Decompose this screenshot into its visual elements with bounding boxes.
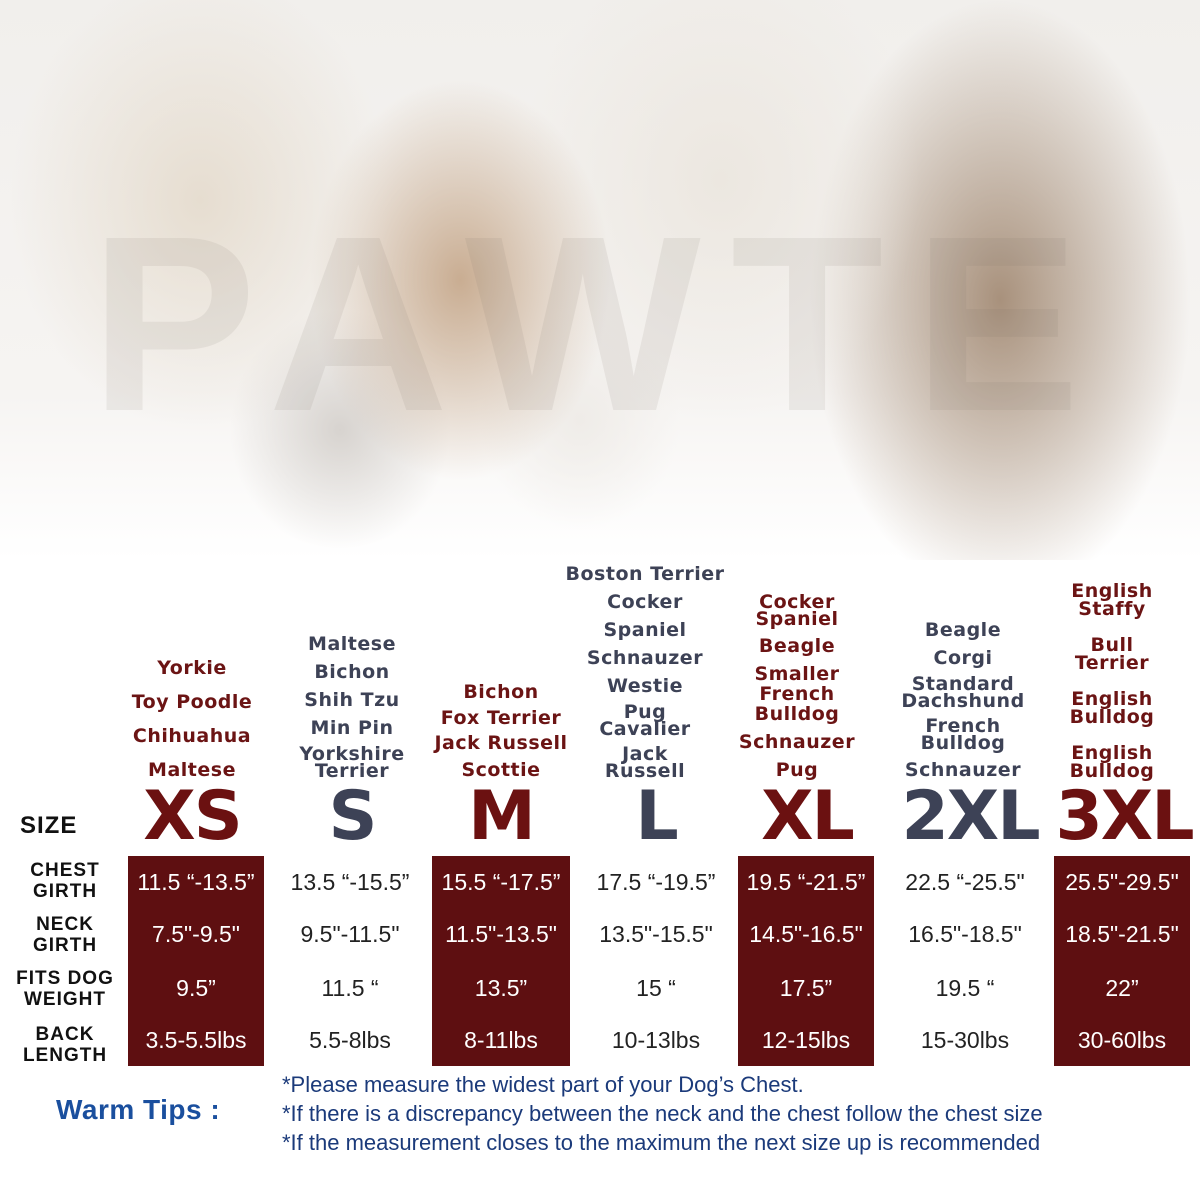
breed-name: Chihuahua: [132, 725, 252, 747]
breed-name: Toy Poodle: [131, 691, 253, 713]
breed-name: Schnauzer: [586, 647, 704, 669]
cell-m-neck: 11.5"-13.5": [445, 921, 557, 947]
cell-xs-back: 3.5-5.5lbs: [145, 1027, 247, 1053]
row-label-back-length: BACK LENGTH: [22, 1024, 108, 1066]
cell-2xl-back: 15-30lbs: [920, 1027, 1010, 1053]
breed-name: Fox Terrier: [440, 707, 562, 729]
cell-xs-weight: 9.5”: [176, 975, 216, 1001]
row-label-chest-girth: CHEST GIRTH: [30, 860, 100, 902]
cell-m-chest: 15.5 “-17.5”: [441, 869, 561, 895]
highlight-column-xs: [128, 856, 264, 1066]
breed-name: Bichon: [463, 681, 539, 703]
size-s: S: [328, 777, 378, 856]
cell-l-weight: 15 “: [636, 975, 676, 1001]
breed-list-s: Maltese Bichon Shih Tzu Min Pin Yorkshir…: [276, 626, 428, 782]
breed-column-2xl: Beagle Corgi Standard Dachshund French B…: [884, 540, 1042, 780]
cell-3xl-chest: 25.5"-29.5": [1065, 869, 1179, 895]
breed-name: Jack Russell: [434, 732, 568, 754]
cell-s-chest: 13.5 “-15.5”: [290, 869, 410, 895]
breed-name: Bichon: [314, 661, 390, 683]
breed-name: Westie: [607, 675, 683, 697]
cell-s-weight: 11.5 “: [321, 975, 379, 1001]
breed-column-m: Bichon Fox Terrier Jack Russell Scottie: [430, 540, 572, 780]
cell-xl-neck: 14.5"-16.5": [749, 921, 863, 947]
breed-name: Beagle: [758, 635, 836, 657]
brand-watermark: PAWTE: [89, 184, 1111, 463]
breed-name: Schnauzer: [738, 731, 856, 753]
cell-3xl-weight: 22”: [1105, 975, 1139, 1001]
cell-3xl-neck: 18.5"-21.5": [1065, 921, 1179, 947]
cell-s-back: 5.5-8lbs: [309, 1027, 391, 1053]
breed-name: Shih Tzu: [304, 689, 400, 711]
highlight-column-xl: [738, 856, 874, 1066]
cell-2xl-weight: 19.5 “: [935, 975, 995, 1001]
breed-name: Yorkshire Terrier: [299, 743, 405, 782]
cell-l-neck: 13.5"-15.5": [599, 921, 713, 947]
breed-name: Pug Cavalier: [599, 701, 691, 740]
breed-name: Maltese: [148, 759, 236, 781]
breed-name: Maltese: [308, 633, 396, 655]
cell-m-weight: 13.5”: [474, 975, 528, 1001]
size-label: SIZE: [20, 812, 78, 839]
breed-list-l: Boston Terrier Cocker Spaniel Schnauzer …: [552, 556, 738, 782]
breed-list-xl: Cocker Spaniel Beagle Smaller French Bul…: [738, 586, 856, 781]
row-label-neck-girth: NECK GIRTH: [32, 914, 98, 956]
breed-name: Schnauzer: [904, 759, 1022, 781]
breed-name: Cocker: [607, 591, 683, 613]
breed-list-2xl: Beagle Corgi Standard Dachshund French B…: [884, 612, 1042, 780]
warm-tips-label: Warm Tips :: [56, 1094, 221, 1125]
breed-column-s: Maltese Bichon Shih Tzu Min Pin Yorkshir…: [276, 540, 428, 782]
breed-name: Min Pin: [310, 717, 394, 739]
breed-name: Jack Russell: [604, 743, 686, 782]
breed-name: Standard Dachshund: [901, 673, 1025, 712]
breed-name: French Bulldog: [920, 715, 1006, 754]
breed-name: Corgi: [933, 647, 993, 669]
cell-m-back: 8-11lbs: [464, 1027, 538, 1053]
breed-name: Pug: [775, 759, 819, 781]
tip-line-3: *If the measurement closes to the maximu…: [282, 1130, 1041, 1155]
cell-xl-chest: 19.5 “-21.5”: [746, 869, 866, 895]
breed-name: English Bulldog: [1069, 688, 1155, 728]
breed-list-xs: Yorkie Toy Poodle Chihuahua Maltese: [110, 650, 274, 780]
cell-l-back: 10-13lbs: [611, 1027, 701, 1053]
breed-list-3xl: English Staffy Bull Terrier English Bull…: [1056, 574, 1168, 782]
size-xs: XS: [143, 777, 242, 856]
dog-photo-background: [0, 0, 1200, 560]
size-m: M: [468, 777, 536, 856]
breed-column-l: Boston Terrier Cocker Spaniel Schnauzer …: [552, 540, 738, 782]
cell-2xl-chest: 22.5 “-25.5": [905, 869, 1025, 895]
breed-list-m: Bichon Fox Terrier Jack Russell Scottie: [430, 674, 572, 780]
cell-s-neck: 9.5"-11.5": [300, 921, 400, 947]
cell-2xl-neck: 16.5"-18.5": [908, 921, 1022, 947]
breed-name: English Staffy: [1071, 580, 1153, 620]
tip-line-1: *Please measure the widest part of your …: [282, 1072, 804, 1097]
breed-name: Yorkie: [157, 657, 227, 679]
breed-column-xl: Cocker Spaniel Beagle Smaller French Bul…: [738, 540, 856, 781]
highlight-column-m: [432, 856, 570, 1066]
breed-name: Smaller French Bulldog: [754, 663, 840, 725]
breed-column-3xl: English Staffy Bull Terrier English Bull…: [1056, 540, 1168, 782]
highlight-column-3xl: [1054, 856, 1190, 1066]
breed-name: Spaniel: [603, 619, 687, 641]
breed-name: English Bulldog: [1069, 742, 1155, 782]
row-label-fits-dog-weight: FITS DOG WEIGHT: [16, 968, 114, 1010]
breed-name: Beagle: [924, 619, 1002, 641]
tip-line-2: *If there is a discrepancy between the n…: [282, 1101, 1043, 1126]
breed-name: Bull Terrier: [1074, 634, 1150, 674]
cell-xs-neck: 7.5"-9.5": [152, 921, 240, 947]
cell-3xl-back: 30-60lbs: [1077, 1027, 1167, 1053]
breed-name: Scottie: [461, 759, 541, 781]
size-l: L: [635, 777, 678, 856]
size-xl: XL: [761, 777, 855, 856]
cell-xl-weight: 17.5”: [779, 975, 833, 1001]
breed-name: Cocker Spaniel: [755, 591, 839, 630]
cell-xs-chest: 11.5 “-13.5”: [137, 869, 255, 895]
breed-name: Boston Terrier: [565, 563, 725, 585]
cell-l-chest: 17.5 “-19.5”: [596, 869, 716, 895]
size-3xl: 3XL: [1055, 777, 1194, 856]
size-2xl: 2XL: [901, 777, 1040, 856]
cell-xl-back: 12-15lbs: [761, 1027, 851, 1053]
breed-column-xs: Yorkie Toy Poodle Chihuahua Maltese: [110, 540, 274, 780]
